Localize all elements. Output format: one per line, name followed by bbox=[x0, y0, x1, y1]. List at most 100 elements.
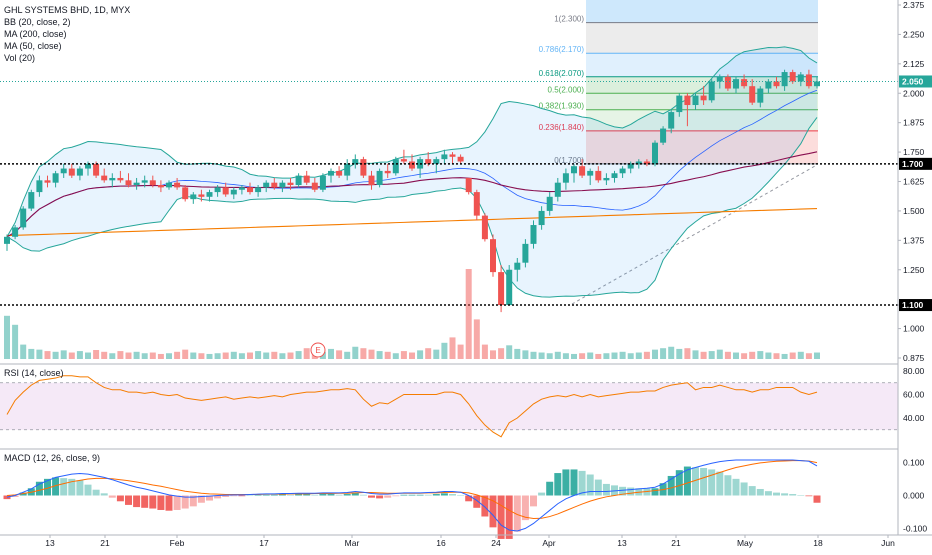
volume-bar bbox=[627, 353, 634, 359]
candle bbox=[668, 112, 675, 129]
horizontal-lines bbox=[0, 80, 898, 306]
volume-bar bbox=[44, 351, 51, 359]
volume-bar bbox=[733, 352, 739, 359]
macd-histogram-bar bbox=[60, 478, 68, 496]
volume-bar bbox=[433, 349, 440, 359]
macd-histogram-bar bbox=[416, 494, 424, 496]
volume-bar bbox=[708, 351, 715, 359]
candle bbox=[190, 194, 197, 200]
macd-histogram-bar bbox=[206, 495, 213, 501]
macd-histogram-bar bbox=[108, 495, 116, 498]
macd-histogram-bar bbox=[400, 494, 408, 496]
macd-histogram-bar bbox=[270, 494, 278, 496]
macd-histogram-bar bbox=[562, 469, 570, 496]
candle bbox=[611, 173, 618, 178]
volume-bar bbox=[28, 348, 35, 359]
legend-ma50[interactable]: MA (50, close) bbox=[4, 41, 62, 51]
legend-bb[interactable]: BB (20, close, 2) bbox=[4, 17, 71, 27]
macd-histogram-bar bbox=[238, 495, 246, 497]
candle bbox=[230, 189, 237, 195]
price-tick-label: 1.250 bbox=[903, 265, 925, 275]
candle bbox=[125, 180, 132, 186]
candle bbox=[206, 192, 213, 197]
candle bbox=[12, 227, 19, 237]
volume-bar bbox=[141, 353, 148, 359]
ma50-line bbox=[6, 151, 818, 238]
volume-bar bbox=[449, 337, 456, 359]
candle bbox=[627, 163, 634, 169]
price-tick-label: 1.750 bbox=[903, 147, 925, 157]
macd-histogram-bar bbox=[392, 495, 400, 497]
candle bbox=[684, 95, 691, 106]
candle bbox=[652, 142, 658, 164]
candle bbox=[392, 159, 399, 174]
price-tick-label: 2.375 bbox=[903, 0, 925, 10]
macd-histogram-bar bbox=[3, 495, 11, 500]
candle bbox=[481, 215, 488, 240]
volume-bar bbox=[76, 351, 83, 359]
volume-bar bbox=[328, 348, 334, 359]
macd-histogram-bar bbox=[100, 493, 108, 496]
volume-bar bbox=[441, 342, 448, 359]
volume-bar bbox=[352, 346, 359, 359]
volume-bar bbox=[198, 353, 205, 359]
volume-bar bbox=[60, 350, 67, 359]
candle bbox=[214, 187, 221, 193]
candle bbox=[279, 182, 286, 188]
macd-histogram-bar bbox=[781, 493, 789, 496]
volume-bar bbox=[52, 351, 59, 359]
macd-histogram-bar bbox=[278, 494, 286, 496]
volume-bar bbox=[182, 349, 189, 359]
hline-badge-label: 1.700 bbox=[902, 159, 924, 169]
candle bbox=[247, 187, 253, 193]
volume-bar bbox=[409, 352, 415, 359]
candle bbox=[44, 180, 51, 183]
volume-bar bbox=[538, 352, 545, 359]
macd-legend[interactable]: MACD (12, 26, close, 9) bbox=[4, 453, 101, 463]
candle bbox=[781, 72, 788, 87]
volume-bar bbox=[611, 352, 618, 359]
volume-bar bbox=[490, 350, 496, 359]
candle bbox=[733, 79, 739, 89]
macd-histogram-bar bbox=[619, 486, 627, 496]
volume-bar bbox=[384, 351, 391, 359]
macd-histogram-bar bbox=[432, 494, 440, 496]
rsi-line bbox=[6, 375, 818, 438]
volume-bar bbox=[498, 348, 505, 359]
fib-level-label: 0(1.700) bbox=[554, 156, 584, 165]
time-tick-label: Apr bbox=[542, 538, 555, 548]
candle bbox=[441, 154, 448, 160]
legend-ma200[interactable]: MA (200, close) bbox=[4, 29, 67, 39]
candle bbox=[619, 168, 626, 174]
macd-histogram-bar bbox=[133, 495, 141, 508]
time-tick-label: 18 bbox=[813, 538, 823, 548]
volume-bar bbox=[93, 350, 100, 359]
volume-bar bbox=[303, 348, 310, 359]
rsi-legend[interactable]: RSI (14, close) bbox=[4, 368, 64, 378]
fib-level-label: 0.618(2.070) bbox=[539, 69, 585, 78]
candle bbox=[157, 185, 164, 188]
volume-bar bbox=[571, 353, 577, 359]
volume-bar bbox=[368, 349, 375, 359]
volume-bar bbox=[214, 353, 221, 359]
candle bbox=[546, 196, 553, 211]
macd-histogram-bar bbox=[497, 495, 505, 539]
candle bbox=[490, 239, 496, 273]
candle bbox=[344, 163, 351, 176]
volume-bar bbox=[724, 351, 731, 359]
candle bbox=[425, 159, 432, 164]
candle bbox=[603, 177, 610, 181]
fib-level-label: 0.382(1.930) bbox=[539, 102, 585, 111]
macd-histogram-bar bbox=[335, 494, 343, 496]
fib-level-label: 0.5(2.000) bbox=[548, 85, 585, 94]
macd-histogram-bar bbox=[805, 495, 813, 497]
rsi-panel bbox=[0, 375, 898, 438]
macd-histogram-bar bbox=[505, 495, 513, 539]
macd-histogram-bar bbox=[327, 494, 335, 496]
volume-bar bbox=[133, 351, 140, 359]
volume-bar bbox=[757, 351, 764, 359]
legend-vol[interactable]: Vol (20) bbox=[4, 53, 36, 63]
macd-histogram-bar bbox=[254, 494, 262, 496]
